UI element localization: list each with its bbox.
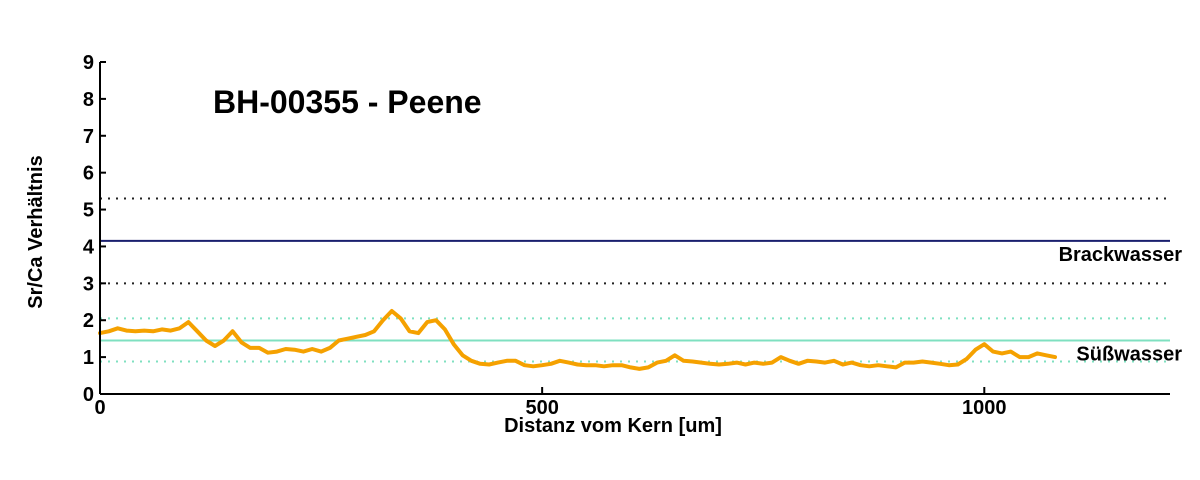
axes (99, 62, 1170, 395)
series-layer (98, 309, 1057, 371)
x-tick-label: 0 (94, 397, 105, 419)
y-tick-label: 6 (83, 163, 94, 185)
y-tick-label: 0 (83, 384, 94, 406)
y-tick-label: 5 (83, 200, 94, 222)
reference-line-label: Süßwasser (1076, 344, 1182, 366)
y-tick-label: 8 (83, 89, 94, 111)
y-tick-label: 2 (83, 310, 94, 332)
y-tick-label: 9 (83, 52, 94, 74)
ticks: 0 1 2 3 4 5 6 7 8 9 0 500 1000 (83, 52, 1007, 419)
x-tick-label: 1000 (962, 397, 1007, 419)
reference-line-label: Brackwasser (1059, 244, 1183, 266)
series-line (98, 309, 1057, 371)
y-tick-label: 7 (83, 126, 94, 148)
chart-title: BH-00355 - Peene (213, 84, 482, 120)
y-tick-label: 1 (83, 347, 94, 369)
y-axis-title: Sr/Ca Verhältnis (25, 155, 47, 308)
x-tick-label: 500 (525, 397, 558, 419)
x-axis-title: Distanz vom Kern [um] (504, 415, 722, 437)
reference-lines: Brackwasser Süßwasser (100, 197, 1183, 366)
y-tick-label: 4 (83, 236, 95, 258)
y-tick-label: 3 (83, 273, 94, 295)
